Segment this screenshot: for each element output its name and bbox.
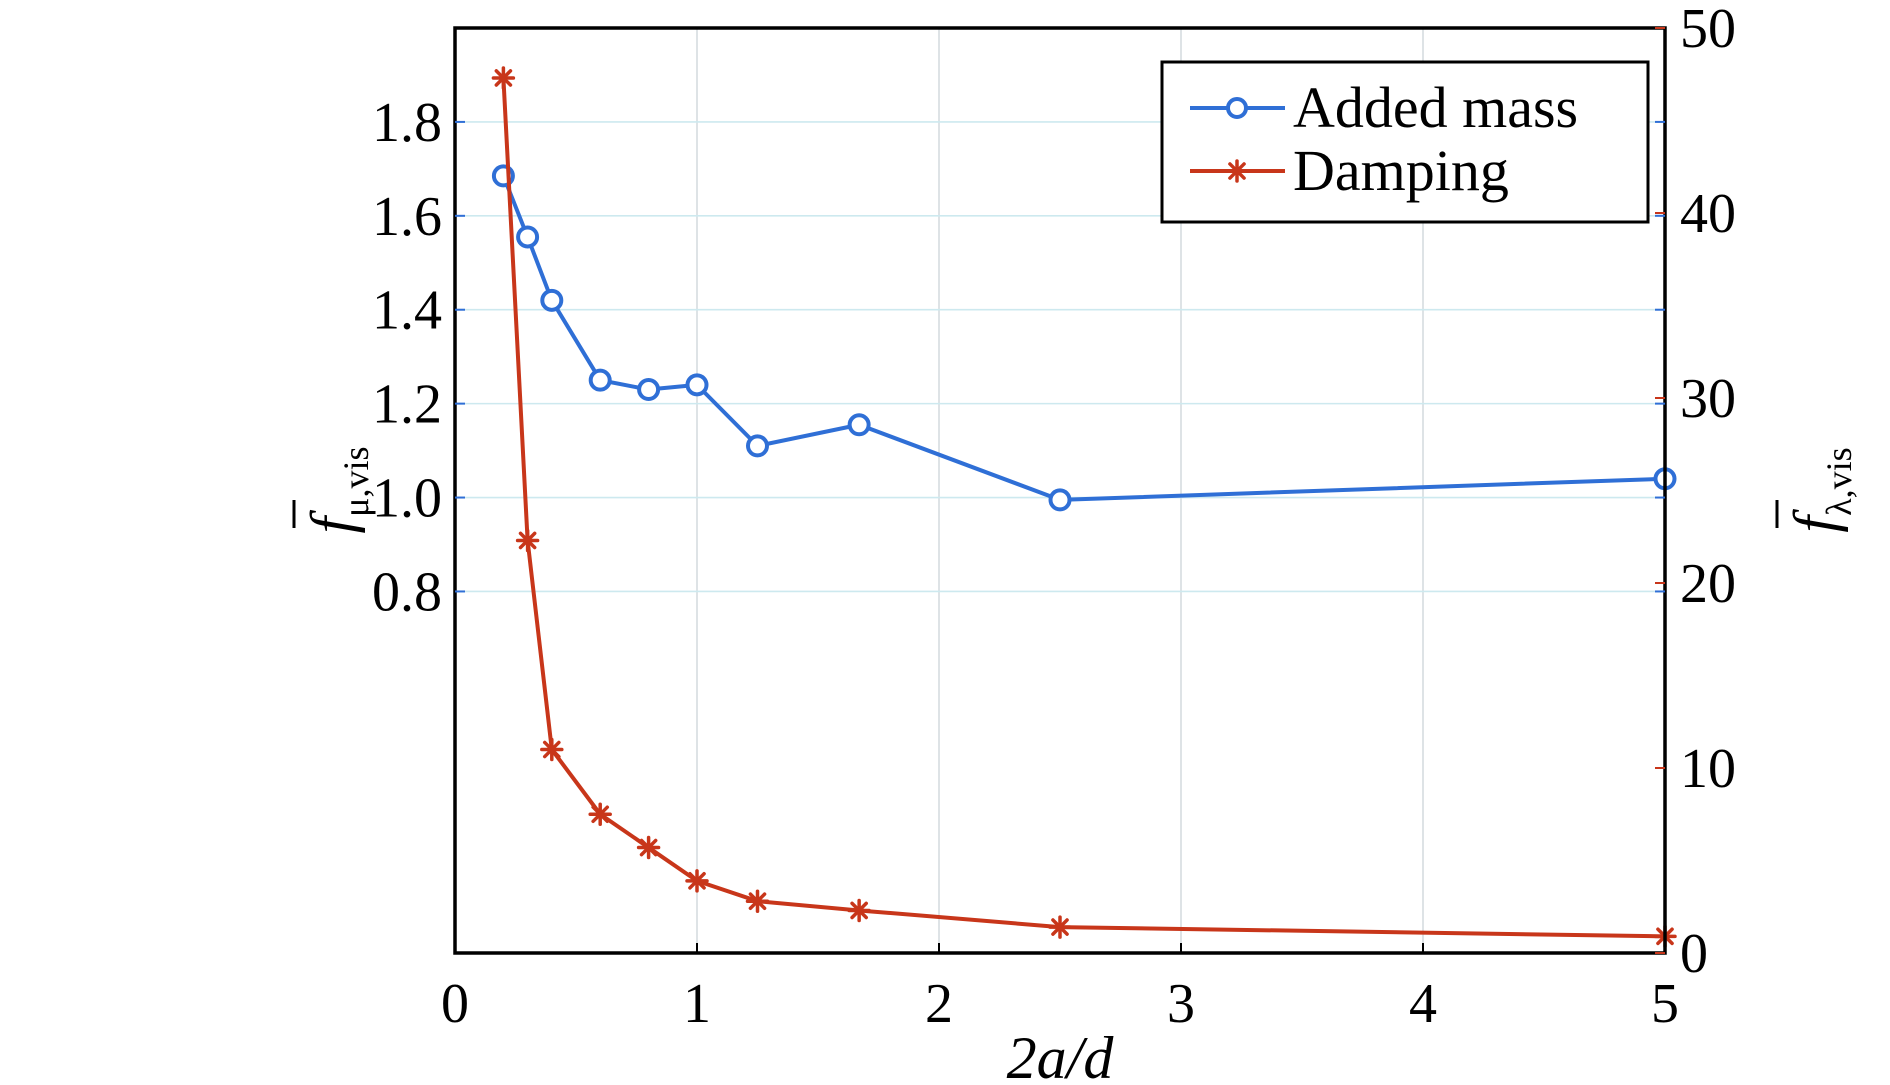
y-left-tick-label: 1.2 — [372, 374, 442, 436]
data-point-added-mass — [588, 368, 612, 392]
data-point-damping — [515, 528, 540, 553]
legend-box — [1160, 60, 1650, 224]
series-line-damping — [501, 77, 1666, 939]
plot-area-frame — [453, 26, 1667, 955]
data-point-added-mass — [746, 434, 769, 458]
y-left-tick-label: 1.6 — [372, 186, 442, 248]
data-point-damping — [491, 66, 516, 90]
legend-circle-marker — [1226, 97, 1248, 119]
data-point-damping — [636, 835, 661, 860]
x-tick-label: 1 — [683, 973, 711, 1035]
y-right-tick-label: 30 — [1680, 368, 1736, 430]
y-right-tick-label: 40 — [1680, 183, 1736, 245]
y-left-tick-label: 1.4 — [372, 280, 442, 342]
x-tick-label: 3 — [1167, 973, 1195, 1035]
axis-ticks: 0 1 2 3 4 5 0.8 1.0 1.2 1.4 1.6 1.8 0 10 20 30 40 50 — [372, 0, 1736, 1035]
data-point-added-mass — [516, 225, 540, 249]
data-point-added-mass — [685, 373, 709, 397]
series-line-added-mass — [501, 175, 1666, 502]
x-tick-label: 0 — [441, 973, 469, 1035]
x-axis-label: 2a/d — [1007, 1025, 1115, 1085]
svg-text:fλ,vis: fλ,vis — [1782, 447, 1859, 532]
x-tick-label: 4 — [1409, 973, 1437, 1035]
y-left-tick-label: 1.8 — [372, 92, 442, 154]
y-right-tick-label: 20 — [1680, 553, 1736, 615]
legend-label-added-mass: Added mass — [1293, 75, 1578, 140]
y-right-label-sub: λ,vis — [1819, 447, 1859, 515]
legend-label-damping: Damping — [1293, 138, 1509, 203]
data-point-damping — [685, 869, 709, 893]
x-tick-label: 5 — [1651, 973, 1679, 1035]
y-left-tick-label: 1.0 — [372, 468, 442, 530]
y-right-tick-label: 10 — [1680, 738, 1736, 800]
data-point-damping — [745, 889, 770, 913]
asterisk-marker — [1225, 159, 1249, 183]
y-left-label-sub: μ,vis — [336, 447, 376, 517]
x-tick-label: 2 — [925, 973, 953, 1035]
y-left-axis-label: fμ,vis — [292, 447, 376, 534]
data-point-damping — [588, 802, 612, 826]
data-point-damping — [1048, 915, 1072, 939]
y-right-tick-label: 50 — [1680, 0, 1736, 60]
legend-entry-added-mass: Added mass — [1190, 75, 1578, 140]
legend-asterisk-marker — [1225, 159, 1249, 183]
series-layer — [491, 66, 1677, 949]
data-point-added-mass — [847, 413, 871, 437]
svg-text:fμ,vis: fμ,vis — [299, 447, 376, 534]
legend-entry-damping: Damping — [1190, 138, 1509, 203]
data-point-added-mass — [637, 378, 661, 402]
y-right-axis-label: fλ,vis — [1775, 447, 1859, 533]
data-point-added-mass — [540, 288, 564, 312]
data-point-damping — [847, 898, 871, 923]
y-right-tick-label: 0 — [1680, 923, 1708, 985]
data-point-damping — [540, 737, 564, 762]
data-point-added-mass — [1048, 488, 1072, 512]
y-left-tick-label: 0.8 — [372, 561, 442, 623]
legend: Added mass Damping — [1160, 60, 1650, 224]
